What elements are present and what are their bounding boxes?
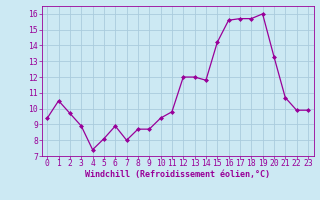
X-axis label: Windchill (Refroidissement éolien,°C): Windchill (Refroidissement éolien,°C)	[85, 170, 270, 179]
